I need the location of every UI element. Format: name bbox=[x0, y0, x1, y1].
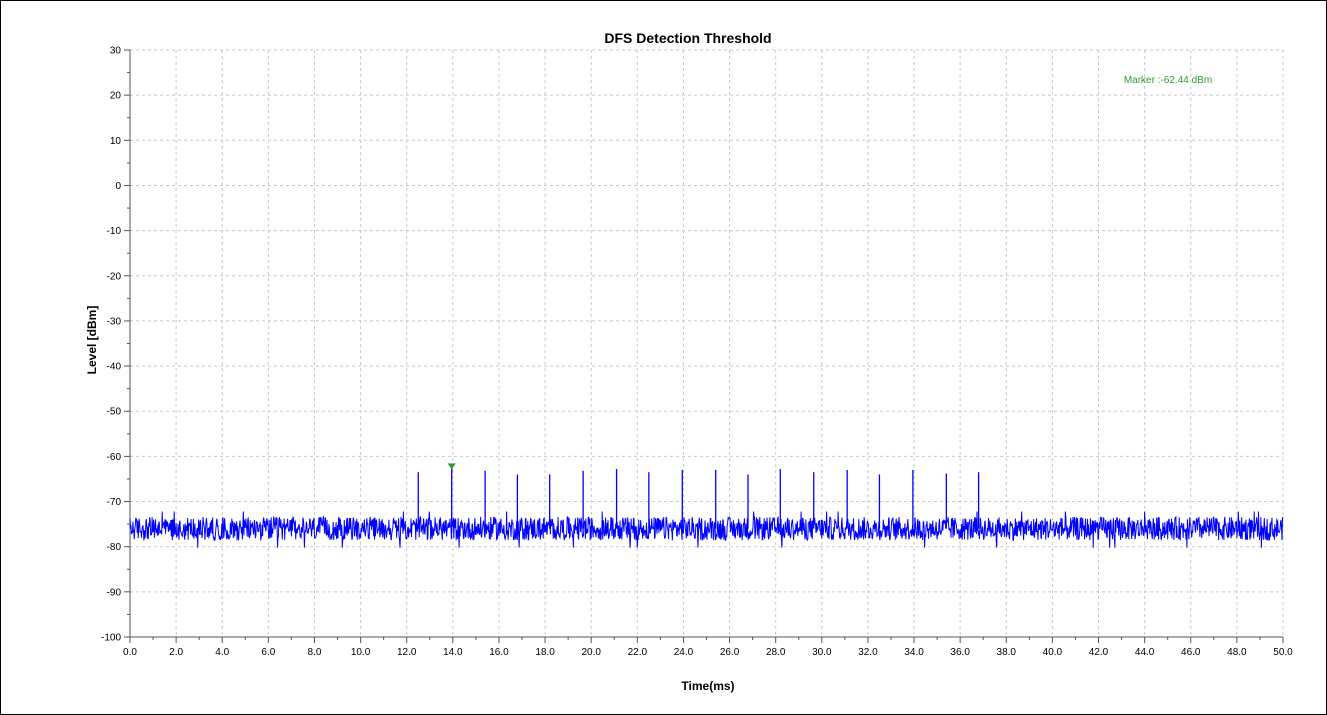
x-tick-label: 34.0 bbox=[904, 647, 924, 658]
y-tick-label: -90 bbox=[107, 587, 122, 598]
x-tick-label: 0.0 bbox=[123, 647, 137, 658]
x-tick-label: 38.0 bbox=[997, 647, 1017, 658]
x-tick-label: 6.0 bbox=[261, 647, 275, 658]
x-tick-label: 18.0 bbox=[535, 647, 555, 658]
x-tick-label: 40.0 bbox=[1043, 647, 1063, 658]
y-tick-label: -10 bbox=[107, 226, 122, 237]
x-tick-label: 8.0 bbox=[308, 647, 322, 658]
x-tick-label: 28.0 bbox=[766, 647, 786, 658]
x-tick-label: 2.0 bbox=[169, 647, 183, 658]
x-tick-label: 20.0 bbox=[581, 647, 601, 658]
x-tick-label: 16.0 bbox=[489, 647, 509, 658]
x-tick-label: 24.0 bbox=[674, 647, 694, 658]
y-axis-label: Level [dBm] bbox=[85, 306, 99, 375]
y-tick-label: -20 bbox=[107, 271, 122, 282]
y-tick-label: -60 bbox=[107, 452, 122, 463]
x-tick-label: 50.0 bbox=[1273, 647, 1293, 658]
x-tick-labels: 0.0 2.0 4.0 6.0 8.0 10.0 12.0 14.0 16.0 18.0 20.0 2… bbox=[123, 647, 1293, 658]
marker-readout: Marker :-62.44 dBm bbox=[1124, 75, 1212, 86]
y-tick-label: 30 bbox=[110, 46, 122, 57]
x-tick-label: 42.0 bbox=[1089, 647, 1109, 658]
x-tick-label: 46.0 bbox=[1181, 647, 1201, 658]
signal-trace bbox=[129, 511, 1284, 548]
x-tick-label: 26.0 bbox=[720, 647, 740, 658]
y-tick-label: -30 bbox=[107, 316, 122, 327]
x-tick-label: 14.0 bbox=[443, 647, 463, 658]
x-tick-label: 36.0 bbox=[950, 647, 970, 658]
y-tick-label: -40 bbox=[107, 362, 122, 373]
x-tick-label: 44.0 bbox=[1135, 647, 1155, 658]
y-tick-label: -100 bbox=[101, 633, 121, 644]
chart-title: DFS Detection Threshold bbox=[604, 30, 771, 46]
x-tick-label: 22.0 bbox=[628, 647, 648, 658]
x-tick-label: 30.0 bbox=[812, 647, 832, 658]
y-tick-label: 0 bbox=[115, 181, 121, 192]
y-tick-label: 10 bbox=[110, 136, 122, 147]
x-tick-label: 48.0 bbox=[1227, 647, 1247, 658]
axes bbox=[124, 49, 1284, 643]
y-tick-label: -50 bbox=[107, 407, 122, 418]
marker-triangle-icon bbox=[447, 463, 456, 470]
x-tick-label: 4.0 bbox=[215, 647, 229, 658]
y-tick-label: 20 bbox=[110, 91, 122, 102]
y-tick-label: -70 bbox=[107, 497, 122, 508]
pulse-spikes bbox=[417, 467, 980, 529]
y-tick-labels: 30 20 10 0 -10 -20 -30 -40 -50 -60 -70 -80 -90 -100 bbox=[101, 46, 121, 644]
x-axis-label: Time(ms) bbox=[681, 679, 734, 693]
x-tick-label: 12.0 bbox=[397, 647, 417, 658]
x-tick-label: 10.0 bbox=[351, 647, 371, 658]
y-tick-label: -80 bbox=[107, 542, 122, 553]
grid bbox=[129, 49, 1284, 638]
x-tick-label: 32.0 bbox=[858, 647, 878, 658]
